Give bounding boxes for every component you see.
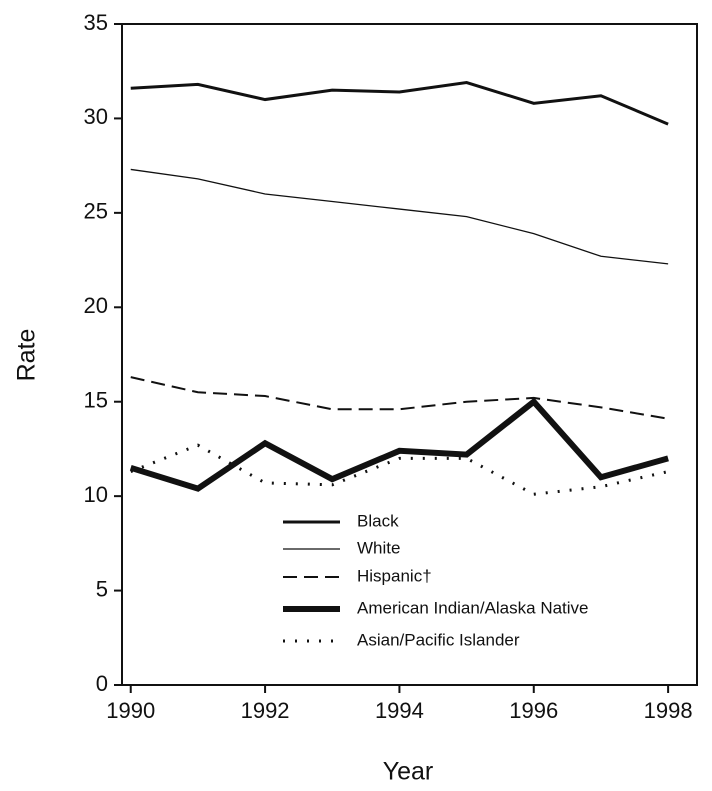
series-line xyxy=(130,376,669,420)
y-tick-label: 20 xyxy=(84,293,108,318)
x-axis-label: Year xyxy=(383,758,434,786)
legend-label: Asian/Pacific Islander xyxy=(357,630,520,649)
plot-frame xyxy=(121,23,698,686)
legend-label: American Indian/Alaska Native xyxy=(357,598,589,617)
y-tick-label: 10 xyxy=(84,482,108,507)
legend-label: White xyxy=(357,538,400,557)
legend-label: Black xyxy=(357,511,399,530)
series-line xyxy=(130,81,669,126)
x-tick-label: 1998 xyxy=(644,698,693,723)
y-tick-label: 5 xyxy=(96,576,108,601)
x-tick-label: 1990 xyxy=(106,698,155,723)
series-line xyxy=(130,443,669,496)
y-tick-label: 35 xyxy=(84,10,108,35)
y-tick-label: 0 xyxy=(96,671,108,696)
y-tick-label: 30 xyxy=(84,104,108,129)
y-tick-label: 25 xyxy=(84,199,108,224)
x-tick-label: 1994 xyxy=(375,698,424,723)
x-tick-label: 1992 xyxy=(241,698,290,723)
series-line xyxy=(129,397,669,492)
legend-label: Hispanic† xyxy=(357,566,432,585)
x-tick-label: 1996 xyxy=(509,698,558,723)
y-tick-label: 15 xyxy=(84,388,108,413)
y-axis-label: Rate xyxy=(13,329,41,382)
series-line xyxy=(130,168,669,265)
